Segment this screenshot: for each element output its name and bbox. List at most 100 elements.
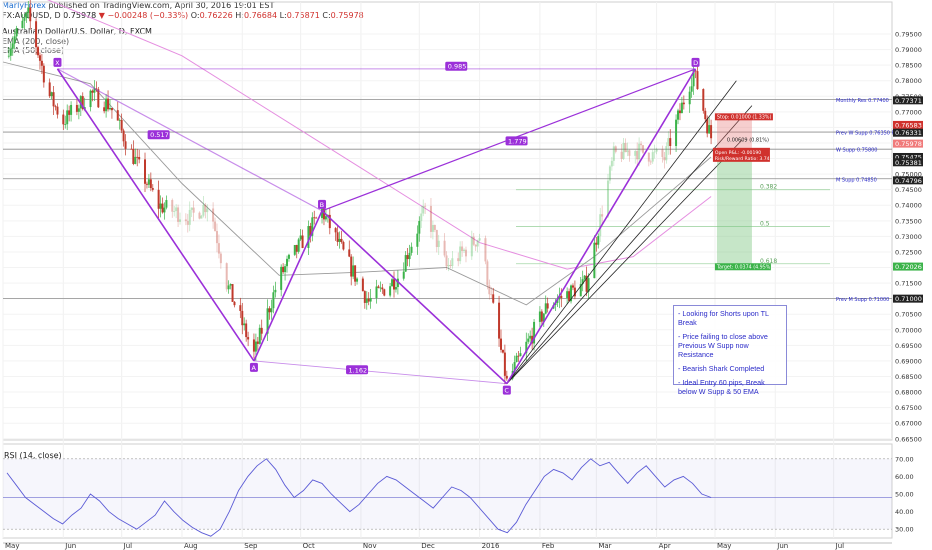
candle-body [675,119,678,146]
candle [239,297,242,319]
x-tick-label: Mar [598,542,611,550]
candle-body [478,238,481,241]
candle [120,113,123,134]
pattern-leg [56,68,255,362]
change-text: ▼ −0.00248 (−0.33%) [98,11,189,20]
indicator-ema50[interactable]: EMA (50, close) [2,46,65,55]
candle [464,246,467,263]
candle-body [449,264,452,267]
candle [478,233,481,242]
candle-body [690,86,693,92]
publisher-name[interactable]: MarlyForex [2,1,46,10]
candle-body [638,143,641,160]
o-label: O: [190,11,200,20]
y-tick-label: 0.70500 [895,311,922,319]
candle-body [408,252,411,260]
entry-badge [712,147,770,162]
candle-body [260,327,263,334]
candle [258,324,261,345]
x-tick-label: Apr [659,542,671,550]
candle-body [200,215,203,219]
candle [402,262,405,281]
candle-body [136,156,139,158]
candle [348,240,351,258]
candle-body [647,152,650,162]
y-tick-label: 0.68500 [895,373,922,381]
candle [54,104,57,111]
candle-body [293,244,296,255]
candle [459,241,462,265]
candle-body [132,148,135,164]
candle-body [118,119,121,121]
candle [56,103,59,119]
candle-body [147,179,150,185]
candle-body [383,289,386,296]
x-tick-label: Aug [184,542,198,550]
candle-body [581,279,584,285]
rsi-band [3,458,892,530]
candle-body [15,28,18,37]
rsi-title[interactable]: RSI (14, close) [4,451,62,460]
candle-body [571,285,574,288]
candle [354,265,357,287]
candle-body [348,249,351,257]
note-line: - Ideal Entry 60 pips, Break below W Sup… [678,378,765,396]
candle [243,317,246,331]
candle [75,99,78,116]
price-axis-badge-text: 0.75381 [895,159,922,167]
candle-body [595,242,598,245]
candle [89,89,92,112]
candle-body [464,249,467,257]
pattern-leg [57,68,323,212]
candle [202,196,205,218]
candle [190,207,193,218]
candle-body [356,278,359,282]
rsi-tick-label: 70.00 [895,455,914,463]
candle [212,202,215,229]
candle-body [692,70,695,87]
candle-body [612,146,615,161]
candle [321,206,324,224]
candle [680,96,683,114]
candle-body [179,219,182,222]
candle-body [406,255,409,260]
price-axis-badge [893,139,923,148]
candle [418,216,421,242]
candle [622,138,625,161]
candle-body [52,92,55,107]
y-tick-label: 0.77000 [895,108,922,116]
candle [297,237,300,254]
candle [678,103,681,121]
pattern-point-badge [502,385,511,395]
candle [198,211,201,220]
candle-body [649,161,652,163]
candle [282,263,285,274]
candle-body [324,216,327,220]
candle [287,253,290,262]
candle-body [149,179,152,189]
candle [429,198,432,239]
candle-body [81,96,84,110]
candle-body [321,208,324,219]
candle [11,36,14,56]
l-label: L: [279,11,287,20]
x-tick-label: Jun [64,542,76,550]
price-axis-badge [893,120,923,129]
y-tick-label: 0.75000 [895,171,922,179]
candle [472,232,475,246]
candle [628,149,631,162]
price-axis-badge-text: 0.77371 [895,97,922,105]
candle-body [663,157,666,161]
candle [307,220,310,256]
candle [519,346,522,357]
candle-body [394,287,397,290]
candle [566,287,569,304]
candle-body [593,242,596,279]
candle [241,302,244,335]
candle-body [175,207,178,212]
candle [214,217,217,232]
candle-body [284,266,287,273]
candle [437,234,440,255]
candle [612,142,615,167]
